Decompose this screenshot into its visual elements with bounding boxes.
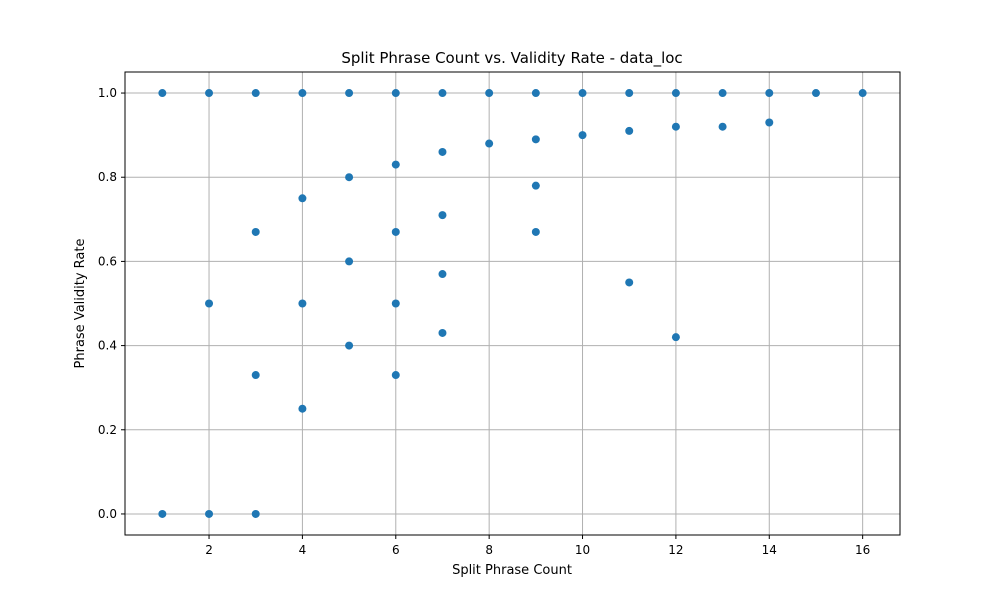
data-point (765, 89, 774, 98)
data-point (158, 509, 167, 518)
data-point (438, 89, 447, 98)
data-point (718, 89, 727, 98)
data-point (438, 147, 447, 156)
data-point (625, 89, 634, 98)
data-point (578, 89, 587, 98)
data-point (531, 227, 540, 236)
data-point (671, 333, 680, 342)
y-tick-label: 0.4 (98, 339, 117, 353)
data-point (531, 135, 540, 144)
data-point (438, 270, 447, 279)
x-tick-label: 4 (299, 543, 307, 557)
y-tick-label: 0.6 (98, 254, 117, 268)
y-axis-label: Phrase Validity Rate (73, 239, 88, 369)
data-point (485, 89, 494, 98)
data-point (251, 89, 260, 98)
data-point (625, 278, 634, 287)
data-point (718, 122, 727, 131)
data-point (391, 160, 400, 169)
y-tick-label: 0.0 (98, 507, 117, 521)
data-point (345, 341, 354, 350)
data-point (391, 371, 400, 380)
x-tick-label: 14 (762, 543, 777, 557)
data-point (158, 89, 167, 98)
data-points (158, 89, 867, 518)
data-point (765, 118, 774, 127)
x-tick-label: 10 (575, 543, 590, 557)
data-point (205, 89, 214, 98)
data-point (205, 509, 214, 518)
data-point (298, 89, 307, 98)
y-tick-label: 1.0 (98, 86, 117, 100)
x-tick-label: 6 (392, 543, 400, 557)
chart-title: Split Phrase Count vs. Validity Rate - d… (341, 49, 682, 68)
data-point (531, 181, 540, 190)
data-point (251, 509, 260, 518)
x-tick-label: 2 (205, 543, 213, 557)
data-point (438, 328, 447, 337)
data-point (345, 257, 354, 266)
data-point (578, 131, 587, 140)
data-point (485, 139, 494, 148)
data-point (531, 89, 540, 98)
data-point (345, 173, 354, 182)
data-point (671, 89, 680, 98)
data-point (391, 89, 400, 98)
data-point (298, 404, 307, 413)
plot-area-frame (124, 71, 901, 536)
x-axis-label: Split Phrase Count (452, 563, 572, 578)
data-point (298, 194, 307, 203)
data-point (251, 227, 260, 236)
x-tick-label: 8 (485, 543, 493, 557)
x-tick-label: 16 (855, 543, 870, 557)
y-tick-label: 0.2 (98, 423, 117, 437)
data-point (345, 89, 354, 98)
data-point (671, 122, 680, 131)
y-tick-label: 0.8 (98, 170, 117, 184)
data-point (391, 227, 400, 236)
data-point (811, 89, 820, 98)
data-point (858, 89, 867, 98)
data-point (205, 299, 214, 308)
axis-ticks: 2 4 6 8 10 12 14 16 0.0 0.2 0.4 0.6 0.8 1.0 (98, 86, 870, 557)
data-point (625, 126, 634, 135)
data-point (391, 299, 400, 308)
x-tick-label: 12 (668, 543, 683, 557)
data-point (298, 299, 307, 308)
data-point (438, 211, 447, 220)
data-point (251, 371, 260, 380)
